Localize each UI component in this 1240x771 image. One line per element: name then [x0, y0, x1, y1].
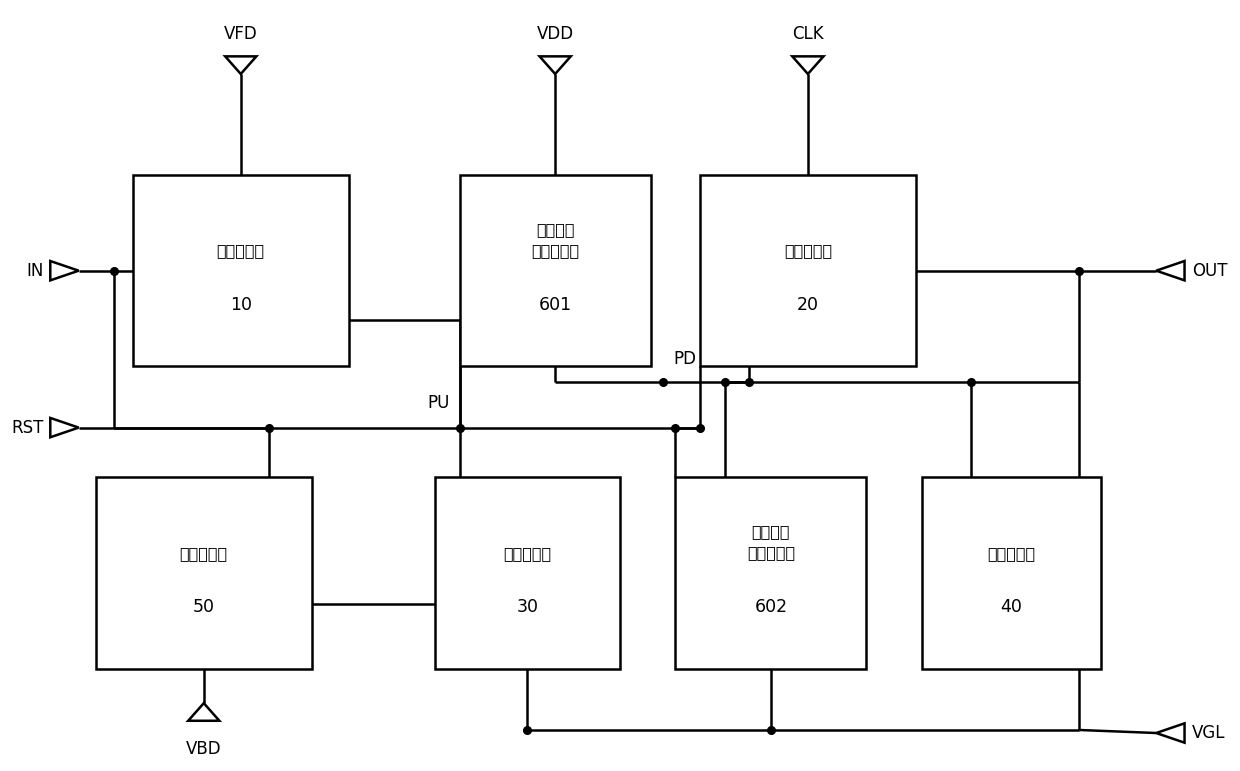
FancyBboxPatch shape: [921, 477, 1101, 668]
Text: VFD: VFD: [224, 25, 258, 42]
Text: VBD: VBD: [186, 740, 222, 758]
Text: 第二下拉
控制子电路: 第二下拉 控制子电路: [746, 524, 795, 561]
Text: PD: PD: [673, 350, 696, 368]
Text: 输出子电路: 输出子电路: [784, 244, 832, 258]
Text: IN: IN: [27, 261, 45, 280]
Text: RST: RST: [11, 419, 45, 436]
Text: OUT: OUT: [1192, 261, 1228, 280]
Text: 20: 20: [797, 296, 818, 314]
FancyBboxPatch shape: [435, 477, 620, 668]
Text: 复位子电路: 复位子电路: [180, 546, 228, 561]
FancyBboxPatch shape: [701, 175, 916, 366]
Text: 10: 10: [229, 296, 252, 314]
Text: CLK: CLK: [792, 25, 823, 42]
Text: 降噪子电路: 降噪子电路: [987, 546, 1035, 561]
FancyBboxPatch shape: [676, 477, 867, 668]
Text: 第一下拉
控制子电路: 第一下拉 控制子电路: [531, 222, 579, 258]
Text: VGL: VGL: [1192, 724, 1225, 742]
Text: 30: 30: [516, 598, 538, 617]
Text: 50: 50: [192, 598, 215, 617]
Text: 输入子电路: 输入子电路: [217, 244, 265, 258]
Text: PU: PU: [428, 394, 450, 412]
Text: 602: 602: [754, 598, 787, 617]
Text: 40: 40: [1001, 598, 1022, 617]
Text: 601: 601: [538, 296, 572, 314]
FancyBboxPatch shape: [460, 175, 651, 366]
FancyBboxPatch shape: [95, 477, 311, 668]
FancyBboxPatch shape: [133, 175, 348, 366]
Text: 放电子电路: 放电子电路: [503, 546, 552, 561]
Text: VDD: VDD: [537, 25, 574, 42]
